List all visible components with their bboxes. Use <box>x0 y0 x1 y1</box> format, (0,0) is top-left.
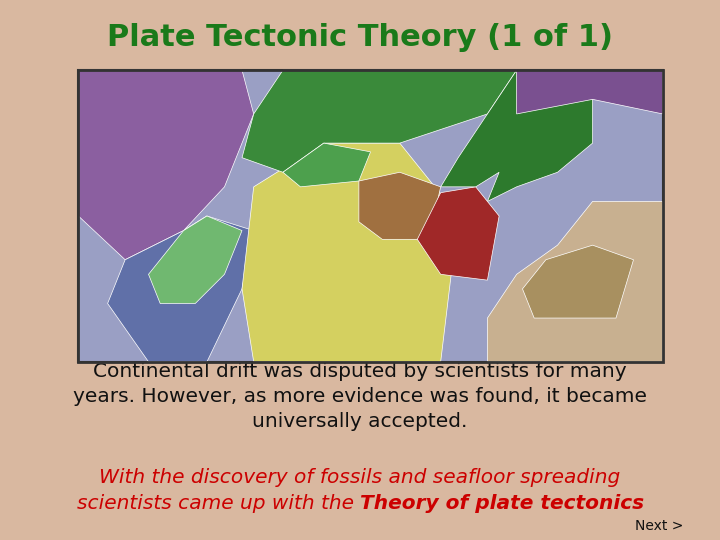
Text: Theory of plate tectonics: Theory of plate tectonics <box>360 494 644 513</box>
Polygon shape <box>148 216 242 303</box>
Text: scientists came up with the Theory of plate tectonics: scientists came up with the Theory of pl… <box>93 494 627 513</box>
Text: Next >: Next > <box>636 519 684 534</box>
Polygon shape <box>517 70 662 114</box>
Polygon shape <box>418 187 499 280</box>
Text: Plate Tectonic Theory (1 of 1): Plate Tectonic Theory (1 of 1) <box>107 23 613 52</box>
Polygon shape <box>242 70 517 172</box>
Polygon shape <box>107 216 253 362</box>
Polygon shape <box>242 143 458 362</box>
Polygon shape <box>166 216 207 260</box>
Polygon shape <box>441 70 593 201</box>
Polygon shape <box>523 245 634 318</box>
Text: Continental drift was disputed by scientists for many
years. However, as more ev: Continental drift was disputed by scient… <box>73 362 647 431</box>
Polygon shape <box>487 201 662 362</box>
Polygon shape <box>283 143 371 187</box>
FancyBboxPatch shape <box>78 70 662 362</box>
Text: scientists came up with the: scientists came up with the <box>76 494 360 513</box>
Text: With the discovery of fossils and seafloor spreading: With the discovery of fossils and seaflo… <box>99 468 621 488</box>
Polygon shape <box>78 70 253 260</box>
Polygon shape <box>359 172 441 239</box>
